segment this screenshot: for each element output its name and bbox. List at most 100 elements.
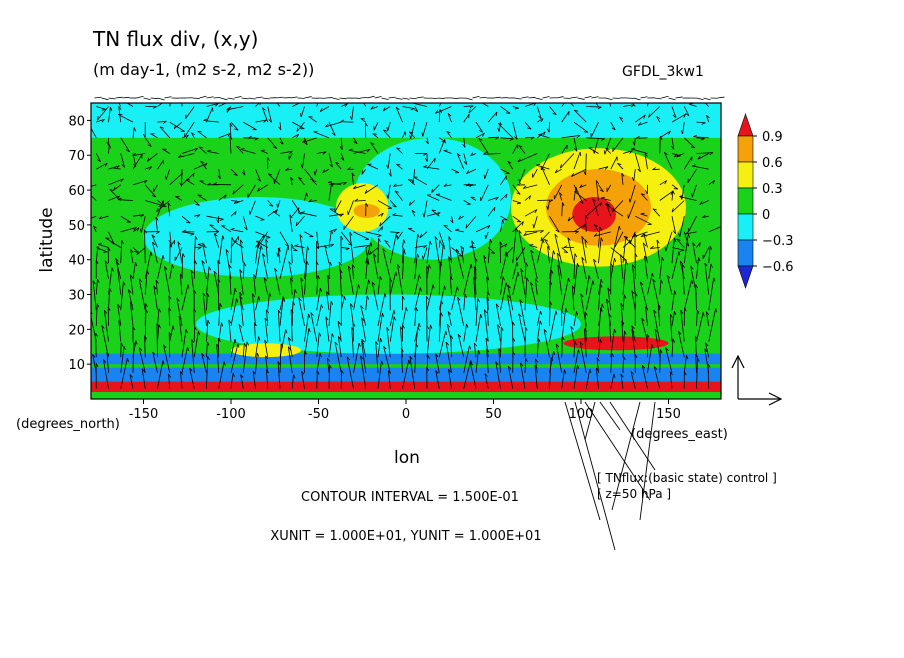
flux-arrow — [704, 98, 711, 100]
flux-arrow — [263, 97, 270, 98]
flux-arrow — [550, 95, 557, 97]
flux-arrow — [95, 97, 102, 98]
flux-arrow — [697, 98, 704, 100]
flux-arrow — [480, 97, 487, 98]
flux-arrow — [676, 97, 683, 98]
flux-arrow — [592, 97, 599, 98]
annotation-line2: [ z=50 hPa ] — [597, 487, 671, 501]
flux-arrow — [557, 97, 564, 98]
flux-arrow — [711, 96, 718, 97]
x-unit-label: (degrees_east) — [631, 427, 728, 442]
y-tick-label: 20 — [68, 323, 85, 338]
annotation-line1: [ TNflux:(basic state) control ] — [597, 471, 777, 485]
flux-arrow — [200, 96, 207, 98]
flux-arrow — [368, 96, 375, 98]
flux-arrow-head — [562, 95, 566, 96]
flux-arrow — [277, 95, 284, 97]
flux-arrow-head — [320, 93, 321, 97]
flux-arrow — [494, 97, 501, 98]
flux-arrow — [515, 98, 522, 99]
flux-arrow — [585, 96, 592, 98]
region-pacific-orange — [354, 204, 380, 218]
x-tick-label: -50 — [308, 407, 329, 422]
flux-arrow — [214, 96, 221, 97]
flux-arrow — [445, 96, 452, 97]
flux-arrow — [669, 98, 676, 100]
colorbar-label: 0 — [762, 208, 770, 223]
colorbar-swatch — [738, 214, 753, 240]
flux-arrow — [228, 97, 235, 98]
flux-arrow — [165, 97, 172, 98]
flux-arrow — [382, 98, 389, 100]
flux-arrow — [578, 94, 585, 97]
flux-arrow — [144, 98, 151, 100]
colorbar-swatch — [738, 266, 753, 288]
flux-arrow — [277, 97, 284, 98]
flux-arrow — [179, 95, 186, 97]
flux-arrow — [466, 98, 473, 100]
colorbar-swatch — [738, 136, 753, 162]
region-equatorial-blue-band — [91, 368, 721, 382]
colorbar-swatch — [738, 188, 753, 214]
flux-arrow — [634, 98, 641, 100]
chart-subtitle: (m day-1, (m2 s-2, m2 s-2)) — [93, 60, 314, 79]
region-tropics-red-east — [564, 336, 669, 350]
region-equatorial-red-band — [91, 382, 721, 392]
flux-arrow-head — [266, 238, 270, 239]
colorbar-swatch — [738, 240, 753, 266]
flux-arrow-head — [344, 226, 345, 230]
flux-arrow — [662, 96, 669, 98]
flux-arrow — [564, 98, 571, 99]
flux-arrow-head — [305, 99, 307, 102]
flux-arrow — [403, 98, 410, 99]
colorbar-label: −0.6 — [762, 260, 794, 275]
x-tick-label: -100 — [216, 407, 246, 422]
y-tick-label: 30 — [68, 289, 85, 304]
flux-arrow-head — [494, 207, 495, 211]
flux-arrow — [361, 95, 368, 97]
flux-arrow — [718, 97, 725, 98]
flux-arrow — [312, 94, 319, 97]
flux-arrow — [660, 350, 661, 373]
flux-arrow — [102, 98, 109, 100]
flux-arrow-head — [436, 194, 440, 195]
flux-arrow — [329, 365, 330, 389]
flux-arrow-head — [269, 95, 273, 96]
colorbar-label: 0.9 — [762, 130, 783, 145]
flux-arrow-head — [348, 211, 349, 215]
x-tick-label: -150 — [129, 407, 159, 422]
y-tick-label: 50 — [68, 219, 85, 234]
chart-title: TN flux div, (x,y) — [92, 27, 258, 51]
region-polar-mixed — [91, 103, 721, 138]
flux-arrow — [641, 97, 648, 98]
flux-arrow — [529, 95, 536, 97]
flux-arrow — [214, 97, 221, 98]
y-tick-label: 40 — [68, 254, 85, 269]
flux-arrow — [431, 98, 438, 99]
flux-arrow — [319, 94, 326, 97]
flux-arrow-head — [674, 189, 678, 190]
flux-arrow — [305, 97, 312, 98]
flux-arrow-head — [625, 93, 629, 95]
stray-arrow — [640, 402, 655, 520]
flux-arrow — [228, 98, 235, 99]
flux-arrow — [151, 98, 158, 99]
flux-arrow — [158, 98, 165, 100]
flux-arrow — [417, 97, 424, 98]
flux-arrow-head — [274, 180, 275, 184]
flux-arrow — [144, 95, 151, 97]
flux-arrow-head — [362, 170, 363, 174]
flux-arrow — [133, 342, 134, 373]
flux-arrow — [697, 97, 704, 98]
stray-arrow — [585, 402, 650, 500]
flux-arrow — [193, 98, 200, 99]
flux-arrow — [571, 97, 578, 98]
flux-arrow-head — [650, 96, 651, 100]
flux-arrow — [578, 98, 585, 99]
flux-arrow-head — [444, 150, 448, 151]
flux-arrow — [102, 96, 109, 97]
flux-arrow — [116, 97, 123, 98]
y-tick-label: 60 — [68, 184, 85, 199]
